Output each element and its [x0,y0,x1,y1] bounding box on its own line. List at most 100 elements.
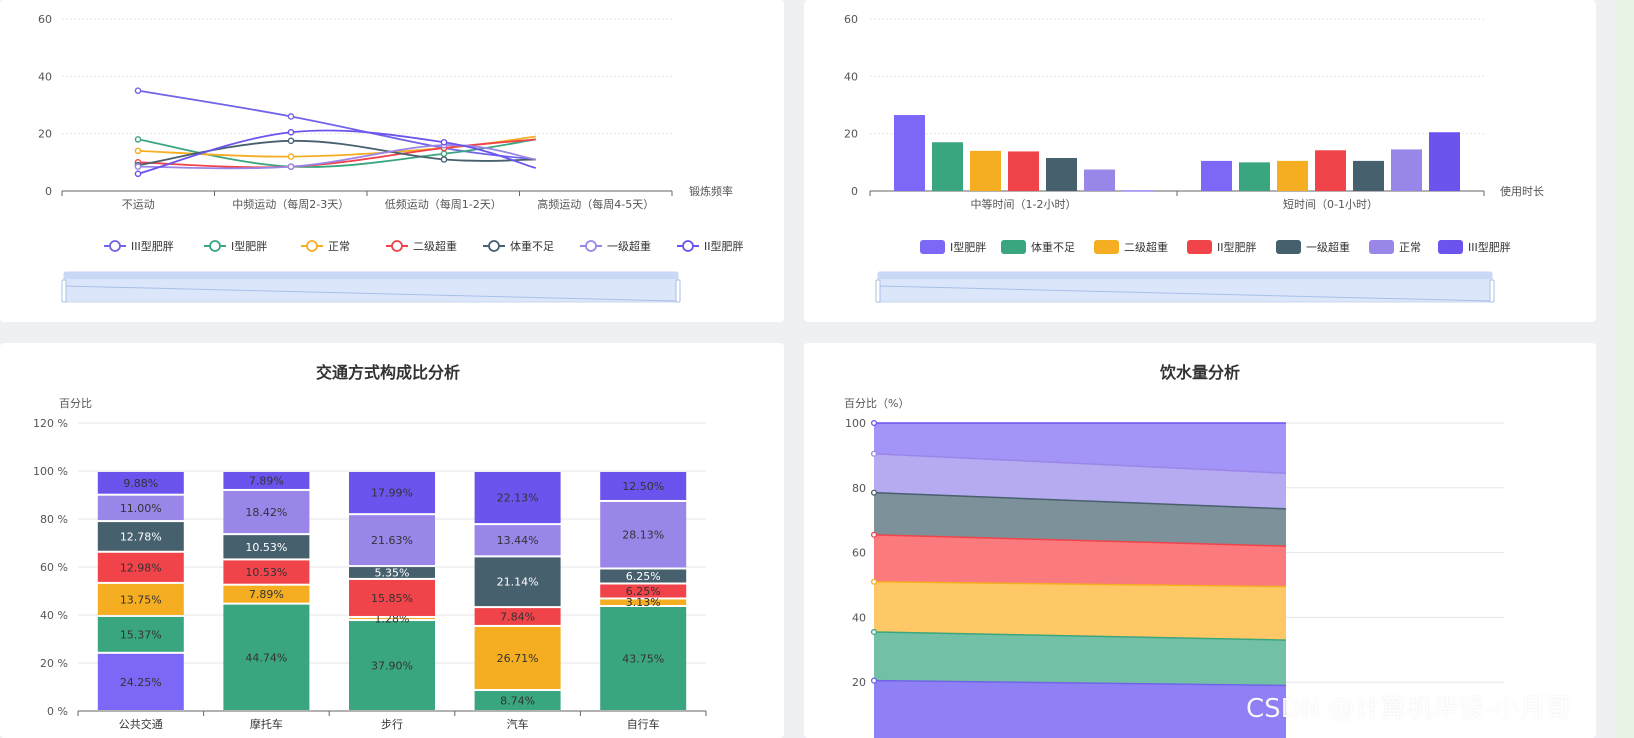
y-tick-label: 40 % [40,609,68,622]
stacked-bar-segment [474,608,561,625]
area-boundary-line [873,453,1287,474]
legend-marker [306,240,318,252]
stacked-bar-segment [349,621,435,710]
data-label: 28.13% [622,529,664,542]
stacked-bar-segment [97,522,184,551]
bar [1277,160,1308,191]
bar [1046,158,1077,191]
datazoom-right-handle [675,279,681,303]
usage-duration-bar-chart: 0 20 40 60 中等时间（1-2小时） 短时间（0-1小时） 使用时长 I型肥胖 体重不足… [844,13,1544,303]
data-label: 37.90% [371,660,413,673]
data-label: 5.35% [375,567,410,580]
watermark: CSDN @计算机毕设-小月哥 [1246,694,1572,724]
data-label: 12.98% [120,561,162,574]
y-tick-label: 100 [845,417,866,430]
stacked-bar-segment [474,525,561,556]
bar [970,150,1001,191]
data-label: 9.88% [123,477,158,490]
legend-marker [209,240,221,252]
data-label: 24.25% [120,676,162,689]
area-boundary-line [873,679,1287,687]
stacked-bar-segment [223,585,310,603]
data-point [870,628,878,636]
exercise-frequency-line-chart-panel: 0 20 40 60 不运动 中频运动（每周2-3天） 低频运动（每周1-2天） 高频运动（每… [0,0,784,322]
area-band [874,453,1286,509]
stacked-bar-segment [349,515,435,566]
x-tick-label: 高频运动（每周4-5天） [537,197,654,211]
data-label: 43.75% [622,653,664,666]
data-point [134,163,142,170]
bar [1122,190,1153,192]
data-label: 12.50% [622,480,664,493]
stacked-bar-segment [97,552,184,582]
series-line [137,89,536,161]
data-point [134,147,142,155]
data-label: 44.74% [245,651,287,664]
y-tick-label: 20 [844,128,858,141]
x-axis-title: 锻炼频率 [689,184,733,198]
bar [1353,160,1384,191]
data-label: 15.37% [120,628,162,641]
data-label: 6.25% [626,570,661,583]
data-label: 7.89% [249,474,284,487]
x-axis-title: 使用时长 [1500,185,1544,198]
data-point [440,150,448,158]
chart-title: 交通方式构成比分析 [316,363,460,382]
data-label: 12.78% [120,530,162,543]
legend-marker [391,240,403,252]
x-tick-label: 摩托车 [250,717,283,731]
series-line [137,129,537,175]
bar [1084,169,1115,191]
legend-swatch [1438,240,1463,254]
data-point [287,153,295,160]
data-point [134,170,142,178]
stacked-bar-segment [474,557,561,607]
data-label: 18.42% [245,506,287,519]
datazoom-left-handle [875,279,881,303]
series-line [137,139,536,167]
legend-label: 一级超重 [607,239,651,253]
area-band [874,492,1286,547]
stacked-bar-segment [97,471,184,494]
area-band [874,680,1286,738]
legend-label: I型肥胖 [950,240,986,254]
legend-marker [109,240,121,252]
bar [1429,132,1460,191]
bar [1008,151,1039,191]
data-point [440,156,448,163]
area-band [874,631,1286,686]
data-label: 10.53% [245,566,287,579]
y-tick-label: 100 % [33,465,68,478]
area-boundary-line [873,581,1287,588]
y-tick-label: 0 [851,185,858,198]
data-point [440,138,448,146]
bar [1315,150,1346,191]
bar [932,142,963,191]
stacked-bar-segment [223,490,310,534]
series-line [137,144,536,170]
data-label: 22.13% [497,492,539,505]
data-point [870,578,878,585]
data-label: 15.85% [371,592,413,605]
area-band [874,581,1286,641]
stacked-bar-segment [223,604,310,710]
data-point [870,419,878,427]
stacked-bar-segment [600,599,687,605]
y-tick-label: 40 [852,611,866,624]
legend-label: 二级超重 [413,239,457,253]
legend-label: III型肥胖 [1468,240,1511,254]
stacked-bar-segment [349,472,435,514]
datazoom-preview-line [877,285,1493,302]
area-boundary-line [873,491,1287,510]
data-label: 8.74% [500,695,535,708]
y-tick-label: 60 [38,13,52,26]
x-tick-label: 自行车 [627,717,660,731]
stacked-bar-segment [349,567,435,578]
legend-marker [585,240,597,252]
stacked-bar-segment [349,617,435,620]
datazoom-handle-bar [64,272,678,279]
data-label: 13.44% [497,534,539,547]
stacked-bar-segment [97,495,184,521]
